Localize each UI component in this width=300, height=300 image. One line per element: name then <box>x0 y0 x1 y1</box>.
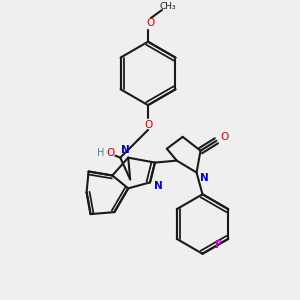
Text: N: N <box>154 182 162 191</box>
Text: O: O <box>147 18 155 28</box>
Text: N: N <box>200 173 209 183</box>
Text: N: N <box>121 145 130 155</box>
Text: CH₃: CH₃ <box>160 2 176 10</box>
Text: O: O <box>220 132 228 142</box>
Text: O: O <box>106 148 115 158</box>
Text: O: O <box>144 120 152 130</box>
Text: H: H <box>97 148 104 158</box>
Text: F: F <box>215 240 222 250</box>
